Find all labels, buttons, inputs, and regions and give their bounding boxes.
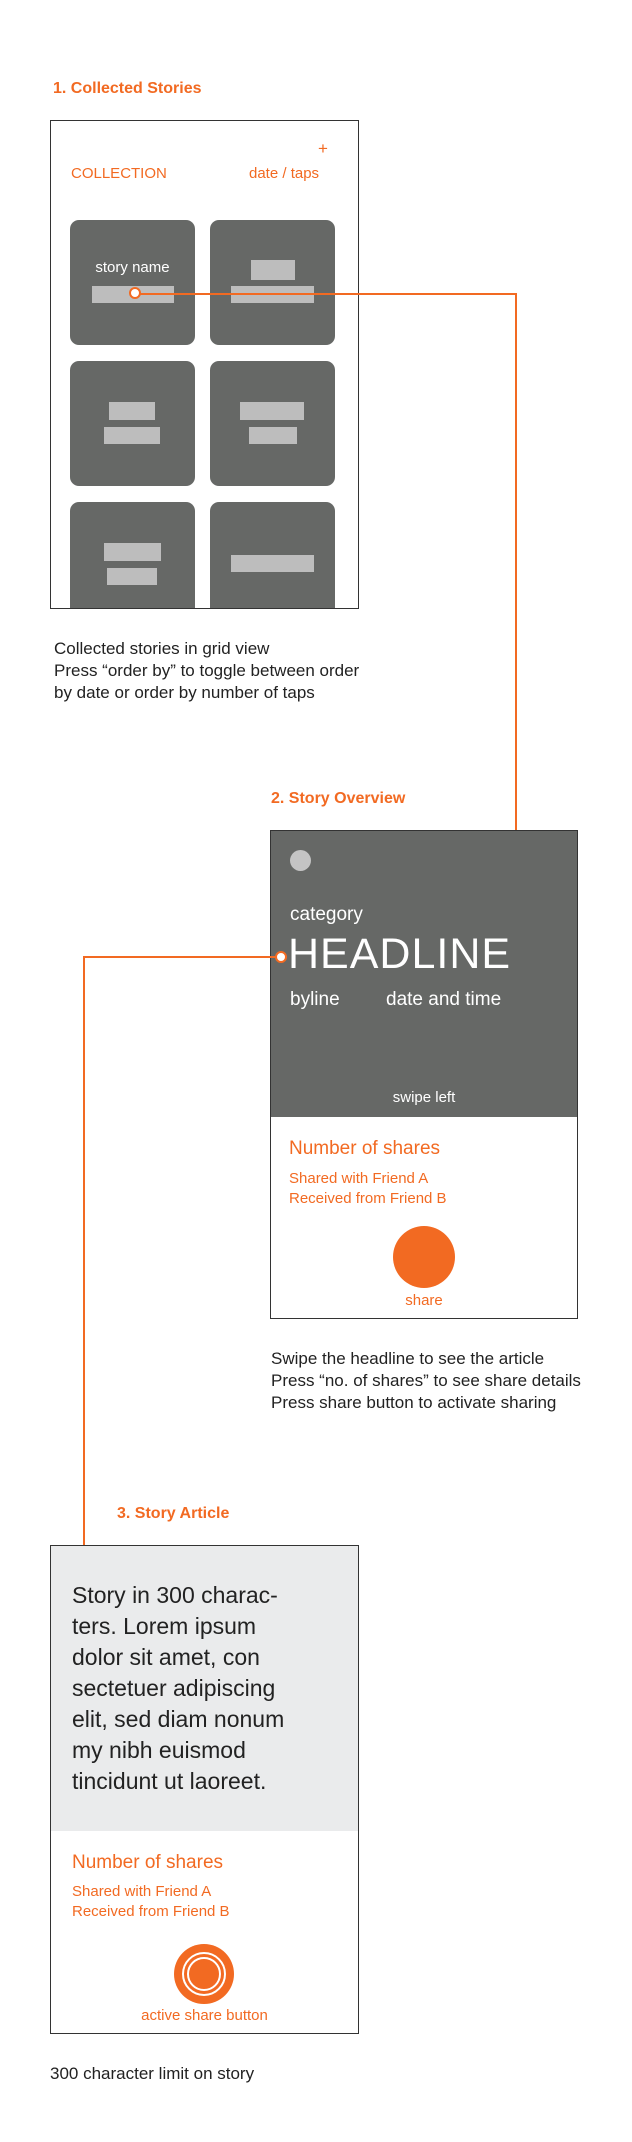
- order-by-toggle[interactable]: date / taps: [249, 165, 320, 182]
- headline: HEADLINE: [288, 930, 512, 978]
- placeholder-bar: [240, 402, 304, 420]
- active-ring-icon: [182, 1952, 226, 1996]
- headline-panel[interactable]: category HEADLINE byline date and time s…: [271, 831, 577, 1117]
- connector-node: [275, 951, 287, 963]
- active-share-label: active share button: [141, 2007, 268, 2024]
- placeholder-bar: [104, 543, 161, 561]
- received-from-text: Received from Friend B: [72, 1903, 230, 1920]
- section-title-collected-stories: 1. Collected Stories: [53, 80, 202, 97]
- section-title-story-article: 3. Story Article: [117, 1505, 230, 1522]
- circle-icon: [290, 850, 311, 871]
- placeholder-bar: [109, 402, 155, 420]
- collection-header-label: COLLECTION: [71, 165, 167, 182]
- connector-node: [129, 287, 141, 299]
- number-of-shares[interactable]: Number of shares: [72, 1852, 224, 1873]
- story-article-screen: Story in 300 charac- ters. Lorem ipsum d…: [50, 1545, 359, 2034]
- connector-line: [135, 293, 517, 295]
- share-label: share: [405, 1292, 443, 1309]
- story-text-panel: Story in 300 charac- ters. Lorem ipsum d…: [51, 1546, 358, 1831]
- swipe-hint: swipe left: [392, 1089, 456, 1106]
- story-tile[interactable]: [210, 502, 335, 608]
- active-ring-icon: [187, 1957, 221, 1991]
- placeholder-bar: [251, 260, 295, 280]
- story-tile[interactable]: [210, 220, 335, 345]
- received-from-text: Received from Friend B: [289, 1190, 447, 1207]
- placeholder-bar: [104, 427, 160, 444]
- byline: byline: [290, 989, 340, 1010]
- placeholder-bar: [249, 427, 297, 444]
- connector-line: [515, 293, 517, 831]
- story-tile[interactable]: [70, 361, 195, 486]
- story-article-caption: 300 character limit on story: [50, 2064, 255, 2083]
- date-time: date and time: [386, 989, 502, 1010]
- shared-with-text: Shared with Friend A: [72, 1883, 212, 1900]
- collected-stories-caption: Collected stories in grid view Press “or…: [54, 639, 360, 702]
- shared-with-text: Shared with Friend A: [289, 1170, 429, 1187]
- story-tile[interactable]: story name: [70, 220, 195, 345]
- story-text: Story in 300 charac- ters. Lorem ipsum d…: [72, 1582, 285, 1794]
- section-title-story-overview: 2. Story Overview: [271, 790, 406, 807]
- placeholder-bar: [107, 568, 157, 585]
- story-overview-screen: category HEADLINE byline date and time s…: [270, 830, 578, 1319]
- story-tile[interactable]: [70, 502, 195, 608]
- story-overview-caption: Swipe the headline to see the article Pr…: [271, 1349, 581, 1412]
- placeholder-bar: [231, 555, 314, 572]
- connector-line: [83, 956, 281, 958]
- active-share-button[interactable]: [174, 1944, 234, 2004]
- story-tile[interactable]: [210, 361, 335, 486]
- add-icon[interactable]: +: [318, 139, 328, 158]
- story-name-label: story name: [95, 259, 170, 276]
- connector-line: [83, 956, 85, 1546]
- category-label: category: [290, 904, 363, 925]
- share-button[interactable]: [393, 1226, 455, 1288]
- collection-screen: COLLECTION + date / taps story name: [50, 120, 359, 609]
- number-of-shares[interactable]: Number of shares: [289, 1138, 441, 1159]
